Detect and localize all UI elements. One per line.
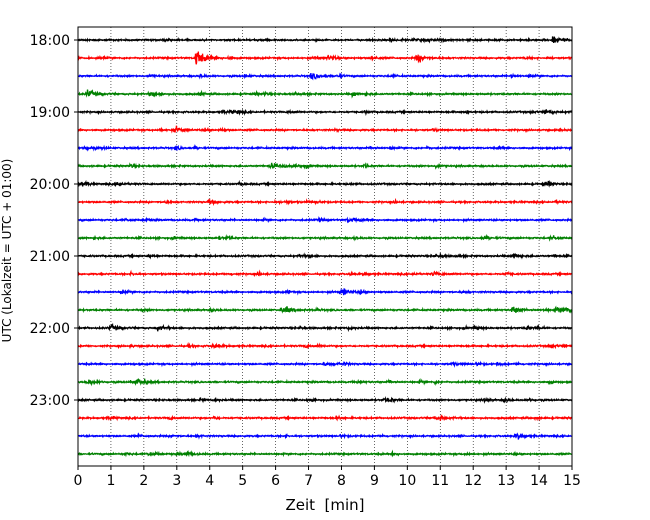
trace-line	[77, 233, 573, 242]
x-axis-label: Zeit [min]	[285, 496, 364, 514]
trace-line	[77, 322, 573, 333]
trace-line	[77, 251, 573, 260]
trace-line	[77, 288, 573, 296]
trace-line	[77, 72, 573, 81]
y-tick-label: 20:00	[30, 177, 70, 193]
trace-line	[77, 377, 573, 387]
x-tick-label: 12	[464, 473, 482, 489]
trace-line	[77, 162, 573, 170]
trace-line	[77, 143, 573, 152]
trace-line	[77, 396, 573, 404]
x-tick-label: 6	[271, 473, 280, 489]
trace-line	[77, 108, 573, 116]
x-tick-label: 14	[530, 473, 548, 489]
y-axis: 18:00 19:00 20:00 21:00 22:00 23:00	[30, 33, 78, 409]
grid-lines	[110, 27, 540, 466]
trace-line	[77, 125, 573, 134]
trace-line	[77, 51, 573, 65]
plot-frame	[77, 26, 573, 467]
x-tick-label: 8	[337, 473, 346, 489]
trace-line	[77, 449, 573, 458]
x-tick-label: 1	[106, 473, 115, 489]
y-tick-label: 22:00	[30, 321, 70, 337]
trace-line	[77, 197, 573, 207]
x-tick-label: 2	[139, 473, 148, 489]
x-tick-label: 15	[563, 473, 581, 489]
x-tick-label: 7	[304, 473, 313, 489]
trace-line	[77, 269, 573, 278]
x-tick-label: 10	[398, 473, 416, 489]
trace-line	[77, 89, 573, 99]
y-tick-label: 23:00	[30, 393, 70, 409]
x-tick-label: 0	[74, 473, 83, 489]
x-tick-label: 3	[172, 473, 181, 489]
seismic-traces	[77, 36, 573, 458]
trace-line	[77, 305, 573, 315]
x-tick-label: 13	[497, 473, 515, 489]
y-tick-label: 21:00	[30, 249, 70, 265]
x-tick-label: 9	[370, 473, 379, 489]
x-tick-label: 11	[431, 473, 449, 489]
y-axis-label: UTC (Lokalzeit = UTC + 01:00)	[0, 159, 14, 343]
trace-line	[77, 432, 573, 440]
trace-line	[77, 179, 573, 188]
x-tick-label: 4	[205, 473, 214, 489]
trace-line	[77, 341, 573, 350]
x-axis: 0 1 2 3 4 5 6 7 8 9 10 11 12 13 14 15	[74, 466, 581, 489]
trace-line	[77, 216, 573, 224]
trace-line	[77, 414, 573, 422]
y-tick-label: 18:00	[30, 33, 70, 49]
y-tick-label: 19:00	[30, 105, 70, 121]
x-tick-label: 5	[238, 473, 247, 489]
trace-line	[77, 36, 573, 44]
trace-line	[77, 360, 573, 368]
